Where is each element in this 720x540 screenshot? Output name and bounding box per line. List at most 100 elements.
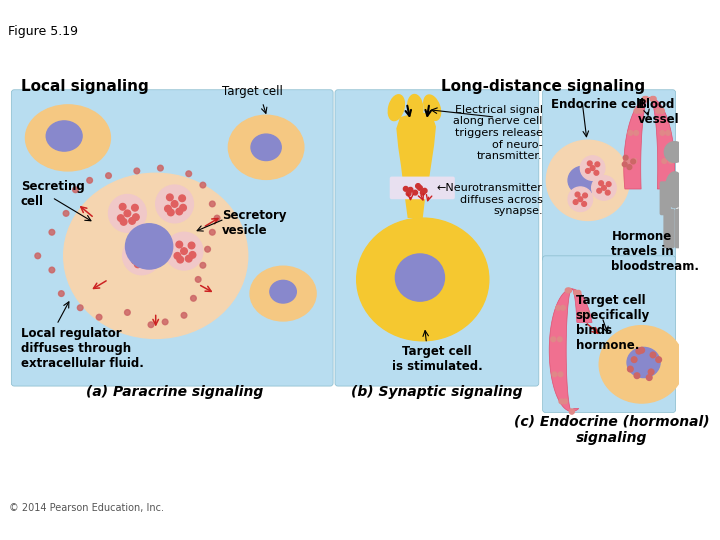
Circle shape — [109, 194, 146, 232]
Ellipse shape — [251, 134, 282, 160]
Circle shape — [580, 156, 605, 180]
FancyBboxPatch shape — [675, 208, 686, 248]
Circle shape — [195, 276, 201, 282]
Circle shape — [556, 306, 561, 310]
Circle shape — [568, 187, 593, 212]
Circle shape — [656, 357, 662, 362]
Circle shape — [634, 109, 639, 113]
Ellipse shape — [665, 172, 684, 208]
Circle shape — [133, 246, 140, 253]
Circle shape — [552, 372, 557, 377]
Circle shape — [143, 260, 150, 267]
Circle shape — [660, 131, 665, 135]
Circle shape — [204, 246, 210, 252]
Text: Local regulator
diffuses through
extracellular fluid.: Local regulator diffuses through extrace… — [21, 327, 143, 369]
Circle shape — [35, 253, 40, 259]
Circle shape — [636, 348, 642, 354]
Circle shape — [180, 205, 186, 211]
Circle shape — [96, 314, 102, 320]
Circle shape — [634, 373, 640, 379]
Polygon shape — [549, 289, 592, 411]
Circle shape — [134, 168, 140, 174]
Circle shape — [165, 205, 171, 212]
Circle shape — [599, 181, 603, 186]
Circle shape — [594, 171, 599, 175]
Circle shape — [129, 218, 135, 224]
Circle shape — [624, 156, 628, 160]
Text: Endocrine cell: Endocrine cell — [551, 98, 644, 111]
Circle shape — [403, 186, 408, 191]
Circle shape — [567, 288, 572, 293]
Circle shape — [648, 369, 654, 375]
Circle shape — [138, 253, 145, 259]
Circle shape — [656, 109, 660, 113]
Circle shape — [120, 219, 127, 225]
Ellipse shape — [270, 280, 297, 303]
Circle shape — [644, 97, 649, 101]
Ellipse shape — [424, 95, 441, 120]
Text: Target cell
specifically
binds
hormone.: Target cell specifically binds hormone. — [575, 294, 650, 352]
Text: Secretory
vesicle: Secretory vesicle — [222, 208, 287, 237]
Circle shape — [210, 201, 215, 207]
Circle shape — [582, 193, 588, 198]
Circle shape — [585, 312, 590, 316]
Circle shape — [49, 230, 55, 235]
Ellipse shape — [599, 326, 684, 403]
Text: Target cell: Target cell — [222, 85, 284, 98]
Circle shape — [558, 372, 563, 377]
Circle shape — [171, 201, 178, 207]
Circle shape — [87, 178, 92, 183]
Circle shape — [188, 242, 195, 249]
Circle shape — [588, 161, 592, 166]
Circle shape — [628, 131, 633, 135]
Circle shape — [148, 322, 154, 328]
Circle shape — [176, 241, 183, 248]
Circle shape — [132, 205, 138, 211]
Circle shape — [574, 291, 579, 295]
Circle shape — [174, 253, 181, 259]
Circle shape — [135, 261, 141, 268]
FancyBboxPatch shape — [12, 90, 333, 386]
Circle shape — [58, 291, 64, 296]
Circle shape — [122, 237, 161, 275]
Circle shape — [210, 230, 215, 235]
Ellipse shape — [395, 254, 444, 301]
Circle shape — [166, 194, 173, 201]
Circle shape — [181, 248, 187, 254]
Text: Local signaling: Local signaling — [21, 79, 148, 94]
Circle shape — [575, 192, 580, 197]
Ellipse shape — [125, 224, 173, 269]
Circle shape — [415, 184, 420, 188]
Circle shape — [168, 209, 174, 216]
Circle shape — [625, 159, 630, 164]
Circle shape — [602, 186, 606, 190]
Text: Hormone
travels in
bloodstream.: Hormone travels in bloodstream. — [611, 231, 700, 273]
Circle shape — [622, 162, 627, 167]
Circle shape — [186, 255, 192, 262]
Circle shape — [570, 409, 575, 414]
FancyBboxPatch shape — [390, 177, 455, 199]
Circle shape — [580, 312, 584, 316]
Circle shape — [650, 352, 656, 358]
Circle shape — [186, 171, 192, 177]
Circle shape — [565, 288, 570, 293]
Circle shape — [585, 168, 590, 173]
Circle shape — [189, 252, 196, 258]
Circle shape — [628, 366, 633, 372]
Circle shape — [606, 190, 610, 195]
Ellipse shape — [627, 347, 660, 377]
Circle shape — [573, 200, 578, 205]
FancyBboxPatch shape — [543, 90, 675, 261]
Text: Secreting
cell: Secreting cell — [21, 180, 84, 208]
Circle shape — [117, 215, 124, 221]
Circle shape — [662, 159, 667, 164]
Circle shape — [191, 295, 197, 301]
Circle shape — [668, 159, 673, 164]
Circle shape — [634, 131, 639, 135]
Circle shape — [73, 187, 78, 193]
Circle shape — [576, 291, 581, 295]
Circle shape — [200, 182, 206, 188]
Circle shape — [147, 256, 153, 263]
Circle shape — [77, 305, 83, 310]
Circle shape — [176, 208, 183, 215]
